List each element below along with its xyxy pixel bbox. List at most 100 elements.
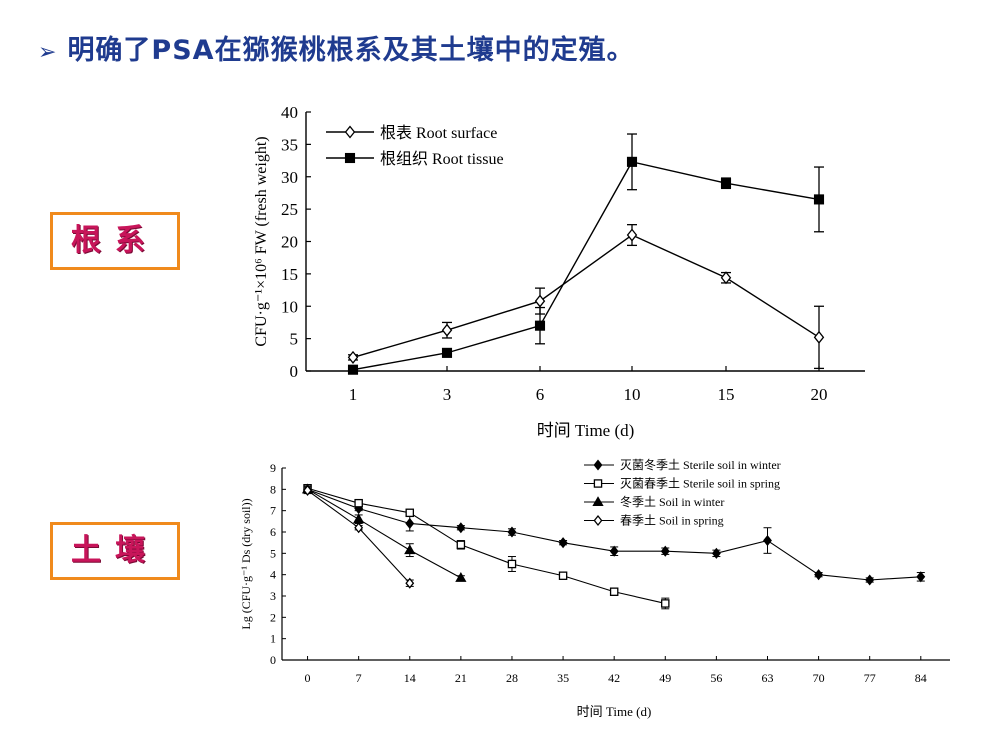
- series-line: [307, 488, 462, 579]
- series-root-tissue: [347, 133, 825, 375]
- y-tick-label: 1: [270, 632, 276, 646]
- x-tick-label: 14: [404, 671, 416, 685]
- y-tick-label: 40: [281, 103, 298, 122]
- data-point: [558, 571, 568, 580]
- data-point: [720, 178, 732, 189]
- x-tick-label: 3: [443, 385, 452, 404]
- series-spring: [303, 484, 415, 589]
- data-point: [660, 545, 670, 557]
- y-tick-label: 25: [281, 200, 298, 219]
- series-winter: [301, 483, 467, 582]
- soil-label: 土壤: [50, 522, 180, 580]
- data-point: [347, 350, 359, 364]
- x-tick-label: 77: [864, 671, 876, 685]
- data-point: [711, 547, 721, 559]
- data-point: [534, 320, 546, 331]
- y-tick-label: 10: [281, 297, 298, 316]
- legend-marker: [593, 479, 603, 488]
- legend-label: 根组织 Root tissue: [380, 150, 504, 168]
- data-point: [405, 577, 415, 589]
- data-point: [441, 323, 453, 337]
- x-tick-label: 35: [557, 671, 569, 685]
- data-point: [814, 569, 824, 581]
- legend-marker: [344, 125, 356, 139]
- data-point: [456, 540, 466, 550]
- legend-marker: [344, 152, 356, 164]
- legend-label: 根表 Root surface: [380, 124, 497, 142]
- root-colonization-chart: 0 5 10 15 20 25 30 35 40 1 3 6 10 15 20 时间 Time (d) CFU·…: [253, 103, 865, 440]
- x-axis-title: 时间 Time (d): [577, 704, 652, 719]
- x-tick-label: 28: [506, 671, 518, 685]
- x-tick-label: 84: [915, 671, 927, 685]
- x-tick-label: 70: [813, 671, 825, 685]
- data-point: [609, 587, 619, 596]
- bullet-arrow-icon: ➢: [38, 40, 58, 65]
- data-point: [405, 517, 415, 530]
- data-point: [720, 271, 732, 285]
- y-tick-label: 4: [270, 568, 276, 582]
- x-axis-title: 时间 Time (d): [537, 421, 635, 440]
- legend: 灭菌冬季土 Sterile soil in winter 灭菌春季土 Steril…: [584, 457, 781, 528]
- legend-label: 冬季土 Soil in winter: [620, 494, 724, 509]
- data-point: [353, 513, 365, 524]
- series-line: [307, 488, 921, 581]
- data-point: [558, 537, 568, 549]
- legend-label: 灭菌冬季土 Sterile soil in winter: [620, 457, 781, 472]
- y-tick-label: 8: [270, 482, 276, 496]
- legend-label: 春季土 Soil in spring: [620, 514, 724, 528]
- data-point: [916, 571, 926, 583]
- data-point: [813, 330, 825, 344]
- x-tick-label: 1: [349, 385, 358, 404]
- y-tick-label: 2: [270, 610, 276, 624]
- root-system-label: 根系: [50, 212, 180, 270]
- data-point: [354, 498, 363, 508]
- data-point: [507, 526, 517, 538]
- series-line: [352, 161, 820, 371]
- data-point: [405, 508, 415, 518]
- y-tick-label: 5: [270, 546, 276, 560]
- x-tick-label: 6: [536, 385, 545, 404]
- y-tick-label: 6: [270, 525, 276, 539]
- y-tick-label: 35: [281, 135, 298, 154]
- data-point: [303, 484, 312, 496]
- slide-title: ➢ 明确了PSA在猕猴桃根系及其土壤中的定殖。: [38, 28, 635, 67]
- y-tick-label: 0: [290, 362, 299, 381]
- x-tick-label: 7: [356, 671, 362, 685]
- data-point: [626, 228, 638, 242]
- y-tick-label: 9: [270, 461, 276, 475]
- x-tick-label: 56: [710, 671, 722, 685]
- x-tick-label: 42: [608, 671, 620, 685]
- y-tick-label: 15: [281, 265, 298, 284]
- y-tick-label: 30: [281, 168, 298, 187]
- series-sterile-winter: [303, 483, 926, 586]
- y-axis-title: Lg (CFU·g⁻¹ Ds (dry soil)): [239, 498, 253, 629]
- legend-marker: [593, 514, 603, 527]
- data-point: [455, 572, 467, 582]
- data-point: [609, 545, 619, 557]
- y-tick-label: 20: [281, 233, 298, 252]
- legend-marker: [592, 496, 604, 507]
- series-line: [352, 234, 820, 359]
- data-point: [347, 364, 359, 375]
- legend: 根表 Root surface 根组织 Root tissue: [326, 124, 504, 168]
- series-line: [307, 487, 666, 605]
- data-point: [763, 534, 772, 547]
- y-axis-title: CFU·g⁻¹×10⁶ FW (fresh weight): [253, 136, 270, 346]
- x-tick-label: 49: [659, 671, 671, 685]
- legend-label: 灭菌春季土 Sterile soil in spring: [620, 477, 780, 491]
- data-point: [507, 559, 517, 569]
- data-point: [404, 544, 416, 555]
- x-tick-label: 15: [718, 385, 735, 404]
- x-tick-label: 20: [811, 385, 828, 404]
- data-point: [813, 194, 825, 205]
- data-point: [456, 522, 466, 534]
- x-tick-label: 0: [305, 671, 311, 685]
- x-tick-label: 63: [761, 671, 773, 685]
- y-tick-label: 5: [290, 330, 299, 349]
- data-point: [865, 574, 875, 586]
- legend-marker: [593, 459, 603, 471]
- data-point: [534, 294, 546, 308]
- data-point: [661, 599, 670, 608]
- y-tick-label: 3: [270, 589, 276, 603]
